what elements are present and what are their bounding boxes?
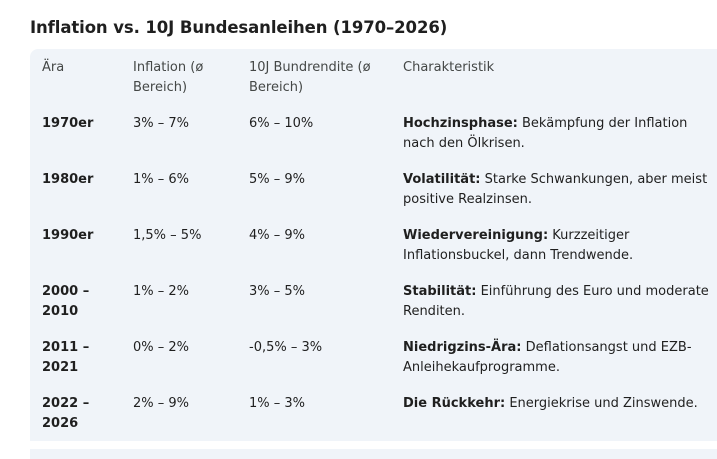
row-1980-inflation: 1% – 6%: [133, 172, 190, 187]
row-1980-yield: 5% – 9%: [249, 172, 306, 187]
header-characteristic-label: Charakteristik: [403, 60, 495, 75]
era-line-1: 1970er: [42, 116, 94, 131]
header-era: Ära: [42, 58, 122, 78]
header-characteristic: Charakteristik: [403, 58, 715, 78]
row-1990-inflation: 1,5% – 5%: [133, 228, 202, 243]
era-line-1: 2011 –: [42, 340, 90, 355]
characteristic-text-1: Energiekrise und Zinswende.: [505, 396, 698, 411]
row-1970-era: 1970er: [42, 114, 122, 134]
characteristic-text-1: Deflationsangst und EZB-: [521, 340, 692, 355]
characteristic-text-1: Starke Schwankungen, aber meist: [480, 172, 708, 187]
row-2000-inflation: 1% – 2%: [133, 284, 190, 299]
row-1980-characteristic: Volatilität: Starke Schwankungen, aber m…: [403, 170, 715, 210]
row-2022-inflation: 2% – 9%: [133, 396, 190, 411]
characteristic-keyword: Hochzinsphase:: [403, 116, 518, 131]
row-1970-inflation: 3% – 7%: [133, 116, 190, 131]
row-1990-era: 1990er: [42, 226, 122, 246]
era-line-1: 1980er: [42, 172, 94, 187]
characteristic-text-1: Einführung des Euro und moderate: [476, 284, 709, 299]
header-yield-line-2: Bereich): [249, 80, 304, 95]
era-line-2: 2026: [42, 416, 79, 431]
characteristic-keyword: Die Rückkehr:: [403, 396, 506, 411]
characteristic-text-2: Inflationsbuckel, dann Trendwende.: [403, 248, 634, 263]
row-1980-era: 1980er: [42, 170, 122, 190]
row-1990-characteristic: Wiedervereinigung: Kurzzeitiger Inflatio…: [403, 226, 715, 266]
characteristic-text-1: Kurzzeitiger: [548, 228, 630, 243]
row-1990-yield: 4% – 9%: [249, 228, 306, 243]
header-era-label: Ära: [42, 60, 65, 75]
era-line-2: 2021: [42, 360, 79, 375]
characteristic-text-2: positive Realzinsen.: [403, 192, 532, 207]
header-inflation-line-1: Inflation (ø: [133, 60, 204, 75]
characteristic-text-2: nach den Ölkrisen.: [403, 136, 525, 151]
row-2000-characteristic: Stabilität: Einführung des Euro und mode…: [403, 282, 715, 322]
characteristic-keyword: Niedrigzins-Ära:: [403, 340, 522, 355]
header-inflation-line-2: Bereich): [133, 80, 188, 95]
row-2011-characteristic: Niedrigzins-Ära: Deflationsangst und EZB…: [403, 338, 715, 378]
era-line-1: 1990er: [42, 228, 94, 243]
era-line-2: 2010: [42, 304, 79, 319]
row-1970-characteristic: Hochzinsphase: Bekämpfung der Inflation …: [403, 114, 715, 154]
characteristic-keyword: Wiedervereinigung:: [403, 228, 549, 243]
header-inflation: Inflation (ø Bereich): [133, 58, 238, 98]
characteristic-text-1: Bekämpfung der Inflation: [517, 116, 688, 131]
row-2000-yield: 3% – 5%: [249, 284, 306, 299]
header-yield: 10J Bundrendite (ø Bereich): [249, 58, 394, 98]
row-2022-era: 2022 – 2026: [42, 394, 122, 434]
row-2022-yield: 1% – 3%: [249, 396, 306, 411]
header-yield-line-1: 10J Bundrendite (ø: [249, 60, 371, 75]
characteristic-keyword: Stabilität:: [403, 284, 477, 299]
next-block-strip: [30, 449, 717, 459]
row-1970-yield: 6% – 10%: [249, 116, 314, 131]
era-line-1: 2022 –: [42, 396, 90, 411]
comparison-table: Ära Inflation (ø Bereich) 10J Bundrendit…: [30, 49, 717, 441]
row-2011-yield: -0,5% – 3%: [249, 340, 323, 355]
characteristic-text-2: Anleihekaufprogramme.: [403, 360, 560, 375]
row-2022-characteristic: Die Rückkehr: Energiekrise und Zinswende…: [403, 394, 715, 414]
row-2011-era: 2011 – 2021: [42, 338, 122, 378]
row-2011-inflation: 0% – 2%: [133, 340, 190, 355]
table-title: Inflation vs. 10J Bundesanleihen (1970–2…: [30, 18, 448, 37]
row-2000-era: 2000 – 2010: [42, 282, 122, 322]
characteristic-keyword: Volatilität:: [403, 172, 481, 187]
characteristic-text-2: Renditen.: [403, 304, 466, 319]
era-line-1: 2000 –: [42, 284, 90, 299]
